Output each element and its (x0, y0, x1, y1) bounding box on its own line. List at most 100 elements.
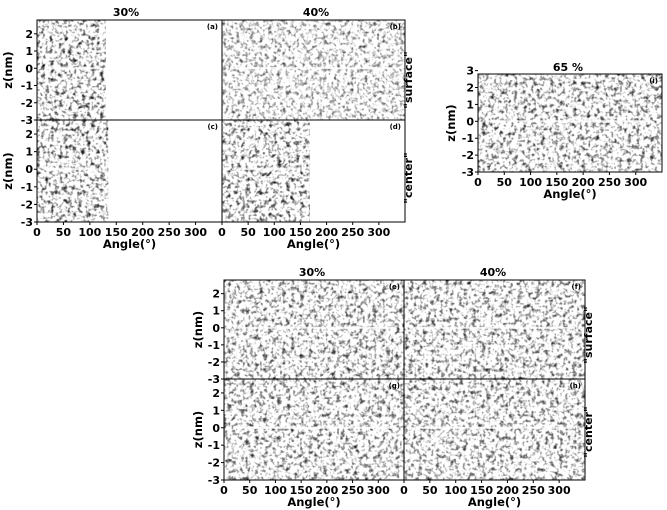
x-tick-label: 300 (184, 226, 207, 239)
x-axis-label: Angle(°) (543, 187, 596, 201)
panel-label-f: (f) (572, 283, 581, 291)
column-title-40-lower: 40% (480, 266, 506, 279)
molecule-specks-i (478, 74, 662, 172)
y-tick-label: -2 (21, 198, 33, 211)
y-tick-label: 0 (212, 322, 220, 335)
y-tick-label: 2 (466, 82, 474, 95)
x-tick-label: 150 (545, 176, 568, 189)
x-tick-label: 150 (470, 484, 493, 497)
y-tick-label: 0 (25, 163, 33, 176)
x-tick-label: 50 (240, 226, 256, 239)
x-tick-label: 200 (315, 226, 338, 239)
y-axis-label: z(nm) (1, 51, 15, 88)
x-tick-label: 100 (519, 176, 542, 189)
x-tick-label: 250 (341, 226, 364, 239)
y-axis-label: z(nm) (1, 152, 15, 189)
y-tick-label: 0 (25, 62, 33, 75)
molecule-specks-d (222, 120, 310, 222)
molecule-specks-e (224, 280, 404, 379)
y-tick-label: 0 (212, 422, 220, 435)
x-axis-label: Angle(°) (287, 495, 340, 509)
x-tick-label: 150 (289, 226, 312, 239)
panel-label-i: (i) (649, 77, 658, 85)
x-tick-label: 0 (474, 176, 482, 189)
x-tick-label: 200 (572, 176, 595, 189)
y-tick-label: -2 (208, 356, 220, 369)
column-title-30: 30% (113, 6, 139, 19)
x-tick-label: 300 (548, 484, 571, 497)
panel-label-g: (g) (389, 382, 400, 390)
x-tick-label: 250 (341, 484, 364, 497)
y-tick-label: 1 (212, 404, 220, 417)
y-tick-label: 2 (212, 288, 220, 301)
x-tick-label: 150 (105, 226, 128, 239)
x-tick-label: 0 (218, 226, 226, 239)
y-tick-label: -3 (208, 373, 220, 386)
x-tick-label: 0 (33, 226, 41, 239)
x-tick-label: 250 (522, 484, 545, 497)
x-tick-label: 0 (220, 484, 228, 497)
x-tick-label: 0 (400, 484, 408, 497)
panel-label-c: (c) (207, 123, 218, 131)
x-tick-label: 50 (242, 484, 258, 497)
column-title-30-lower: 30% (299, 266, 325, 279)
y-tick-label: -1 (21, 80, 33, 93)
y-tick-label: -3 (21, 216, 33, 229)
y-tick-label: -3 (462, 166, 474, 179)
panel-label-a: (a) (207, 23, 218, 31)
x-tick-label: 50 (422, 484, 438, 497)
molecule-specks-f (404, 280, 585, 379)
y-tick-label: -1 (208, 439, 220, 452)
x-tick-label: 250 (598, 176, 621, 189)
y-tick-label: 0 (466, 115, 474, 128)
molecule-specks-h (404, 379, 585, 480)
y-tick-label: 1 (466, 98, 474, 111)
y-tick-label: 1 (25, 146, 33, 159)
molecule-specks-a (37, 20, 106, 120)
panel-frame-d (221, 119, 406, 223)
y-tick-label: -2 (21, 97, 33, 110)
y-axis-label: z(nm) (191, 311, 205, 348)
row-label-center: "center" (402, 152, 415, 203)
molecule-specks-g (224, 379, 404, 480)
y-tick-label: 3 (466, 65, 474, 78)
y-axis-label: z(nm) (191, 411, 205, 448)
x-tick-label: 150 (290, 484, 313, 497)
x-tick-label: 300 (367, 226, 390, 239)
y-tick-label: 2 (212, 387, 220, 400)
y-tick-label: -2 (462, 149, 474, 162)
row-label-center-lower: "center" (582, 406, 595, 457)
panel-label-h: (h) (570, 382, 581, 390)
column-title-65: 65 % (553, 61, 583, 74)
y-tick-label: -1 (21, 181, 33, 194)
panel-frame-h (403, 378, 586, 481)
y-tick-label: 2 (25, 128, 33, 141)
x-tick-label: 50 (56, 226, 72, 239)
y-tick-label: -1 (462, 132, 474, 145)
x-axis-label: Angle(°) (287, 237, 340, 251)
x-tick-label: 100 (263, 226, 286, 239)
x-tick-label: 100 (444, 484, 467, 497)
panel-label-b: (b) (390, 23, 401, 31)
row-label-surface-lower: "surface" (582, 306, 595, 363)
panel-label-e: (e) (389, 283, 400, 291)
panel-label-d: (d) (390, 123, 401, 131)
x-tick-label: 200 (496, 484, 519, 497)
x-axis-label: Angle(°) (468, 495, 521, 509)
y-tick-label: 1 (212, 305, 220, 318)
y-tick-label: -2 (208, 457, 220, 470)
x-tick-label: 200 (315, 484, 338, 497)
x-tick-label: 100 (264, 484, 287, 497)
y-tick-label: 1 (25, 45, 33, 58)
y-axis-label: z(nm) (444, 104, 458, 141)
x-tick-label: 300 (367, 484, 390, 497)
y-tick-label: 2 (25, 28, 33, 41)
molecule-specks-b (222, 20, 405, 120)
y-tick-label: -1 (208, 339, 220, 352)
x-tick-label: 200 (131, 226, 154, 239)
molecule-specks-c (37, 120, 109, 222)
x-tick-label: 300 (624, 176, 647, 189)
y-tick-label: -3 (21, 114, 33, 127)
panel-frame-i (477, 73, 663, 173)
